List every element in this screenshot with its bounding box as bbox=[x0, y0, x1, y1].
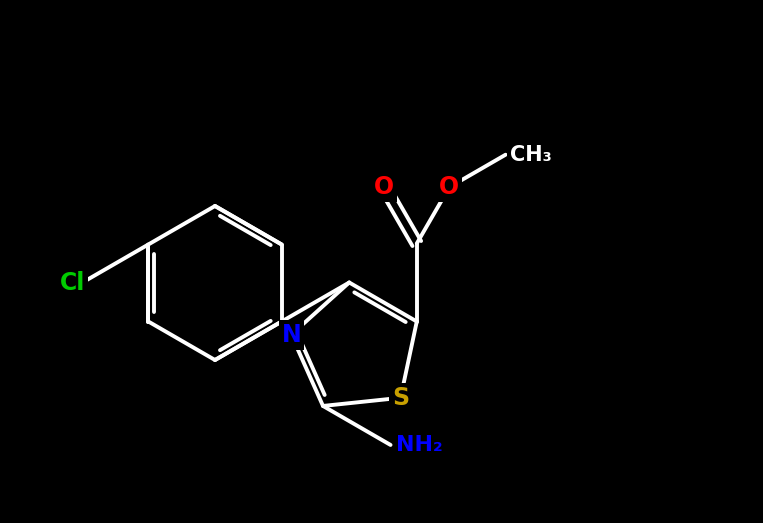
Text: CH₃: CH₃ bbox=[510, 145, 552, 165]
Text: NH₂: NH₂ bbox=[395, 435, 443, 455]
Text: N: N bbox=[282, 323, 301, 347]
Text: O: O bbox=[374, 175, 394, 199]
Text: O: O bbox=[439, 175, 459, 199]
Text: S: S bbox=[392, 386, 409, 410]
Text: Cl: Cl bbox=[60, 271, 85, 295]
